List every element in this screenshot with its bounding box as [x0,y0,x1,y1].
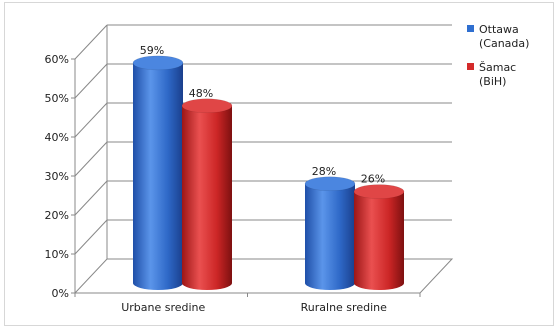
data-labels: 59% 28% 48% 26% [140,44,385,186]
legend: Ottawa(Canada) Šamac(BiH) [467,23,529,88]
legend-entry: Ottawa(Canada) [467,23,529,50]
gridline-side [74,63,108,99]
bar-body [305,183,355,290]
gridline-side [74,24,108,60]
gridline-side [74,180,108,216]
chart-frame: 0% 10% 20% 30% 40% 50% 60% 59% 28% 48% 26% Urbane… [4,2,554,326]
data-label: 59% [140,44,164,57]
bars [132,55,405,291]
bar-body [182,105,232,290]
bar-body [354,191,404,290]
bar [353,184,405,290]
y-tick-label: 60% [45,53,69,66]
y-tick-label: 10% [45,248,69,261]
bar-top [304,176,356,192]
bar [304,176,356,290]
data-label: 26% [361,173,385,186]
data-label: 48% [189,87,213,100]
bar-top [132,55,184,71]
legend-swatch [467,25,474,32]
legend-label: (Canada) [479,37,529,50]
gridline-side [74,102,108,138]
y-tick-label: 50% [45,92,69,105]
bar [181,98,233,290]
bar-top [181,98,233,114]
bar-top [353,184,405,199]
data-label: 28% [312,165,336,178]
gridline-side [74,141,108,177]
y-tick-label: 30% [45,170,69,183]
gridline-side [74,219,108,255]
x-category-label: Urbane sredine [121,301,205,314]
chart-svg: 0% 10% 20% 30% 40% 50% 60% 59% 28% 48% 26% Urbane… [45,23,530,314]
x-category-label: Ruralne sredine [301,301,387,314]
legend-label: Šamac [479,61,516,74]
y-tick-label: 40% [45,131,69,144]
x-axis-categories: Urbane sredine Ruralne sredine [74,293,421,314]
bar [132,55,184,291]
legend-label: Ottawa [479,23,519,36]
legend-label: (BiH) [479,75,506,88]
bar-body [133,62,183,291]
y-tick-label: 0% [52,287,69,300]
legend-entry: Šamac(BiH) [467,61,516,88]
y-tick-label: 20% [45,209,69,222]
legend-swatch [467,63,474,70]
y-axis-ticks: 0% 10% 20% 30% 40% 50% 60% [45,53,75,300]
